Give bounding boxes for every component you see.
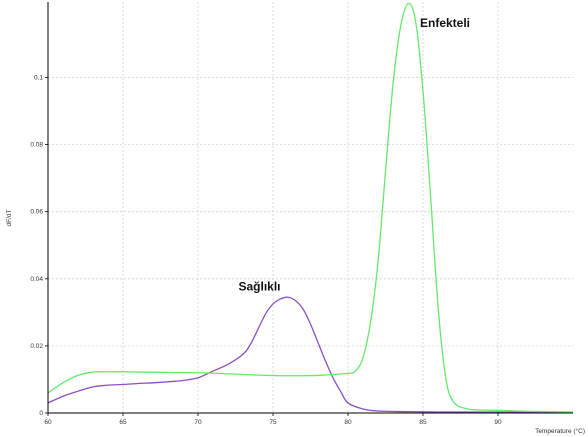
y-tick-label: 0.02: [30, 343, 43, 350]
x-tick-label: 60: [44, 419, 52, 426]
y-tick-label: 0.1: [34, 74, 43, 81]
series-layer: [47, 2, 574, 414]
y-tick-label: 0: [39, 410, 43, 417]
y-tick-label: 0.06: [30, 209, 43, 216]
y-tick-label: 0.08: [30, 142, 43, 149]
y-axis-title: dF/dT: [6, 209, 13, 226]
x-tick-label: 90: [494, 419, 502, 426]
annotation-label-1: Enfekteli: [420, 16, 470, 30]
annotations: Enfekteli Sağlıklı: [239, 16, 471, 293]
x-tick-label: 80: [344, 419, 352, 426]
x-tick-label: 75: [269, 419, 277, 426]
annotation-label-2: Sağlıklı: [239, 280, 281, 294]
x-tick-label: 85: [419, 419, 427, 426]
x-tick-label: 65: [119, 419, 127, 426]
grid: [48, 2, 573, 413]
x-tick-label: 70: [194, 419, 202, 426]
axes: [47, 2, 573, 414]
series-line-2: [47, 2, 574, 413]
series-line-1: [47, 296, 574, 414]
x-axis-title: Temperature (°C): [535, 427, 585, 435]
tick-labels: 60 65 70 75 80 85 90 0 0.02 0.04 0.06 0.08 0.1: [30, 74, 502, 426]
y-tick-label: 0.04: [30, 276, 43, 283]
